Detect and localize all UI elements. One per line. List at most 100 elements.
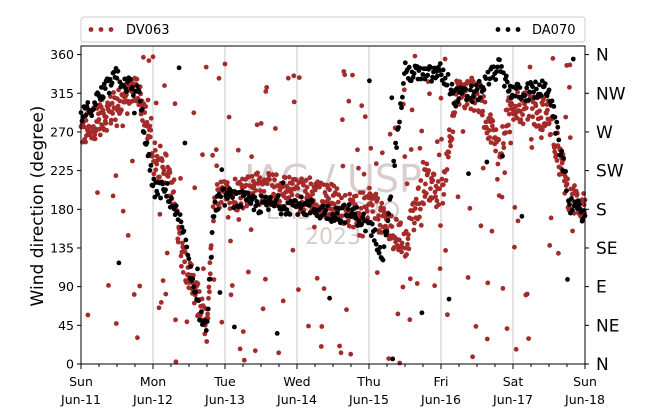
da070-point xyxy=(128,76,133,82)
dv063-point xyxy=(201,266,206,272)
dv063-point xyxy=(440,200,446,206)
dv063-point xyxy=(480,165,486,171)
da070-point xyxy=(325,203,331,209)
dv063-point xyxy=(513,346,519,352)
dv063-point xyxy=(117,98,123,104)
x-tick-date-label: Jun-14 xyxy=(276,392,317,407)
da070-point xyxy=(155,191,161,197)
dv063-point xyxy=(146,58,152,63)
dv063-point xyxy=(353,193,359,199)
dv063-point xyxy=(296,75,302,80)
da070-point xyxy=(114,75,120,81)
da070-point xyxy=(225,196,231,201)
dv063-point xyxy=(418,206,423,212)
dv063-point xyxy=(395,311,401,317)
dv063-point xyxy=(219,319,225,325)
dv063-point xyxy=(452,110,458,115)
dv063-point xyxy=(228,292,234,298)
compass-label: N xyxy=(596,355,609,375)
da070-point xyxy=(231,205,236,211)
compass-label: S xyxy=(596,200,607,220)
dv063-point xyxy=(83,118,89,123)
dv063-point xyxy=(548,131,553,137)
dv063-point xyxy=(108,117,114,123)
dv063-point xyxy=(564,181,570,187)
x-tick-day-label: Thu xyxy=(356,374,380,389)
da070-point xyxy=(454,86,460,91)
dv063-point xyxy=(527,64,533,70)
da070-point xyxy=(147,168,153,173)
da070-point xyxy=(205,306,211,312)
dv063-point xyxy=(515,89,520,95)
da070-point xyxy=(506,88,512,93)
da070-point xyxy=(500,153,505,159)
dv063-point xyxy=(158,300,164,305)
y-tick-label: 135 xyxy=(50,240,74,255)
da070-point xyxy=(484,159,490,165)
dv063-point xyxy=(443,178,449,183)
dv063-point xyxy=(421,201,426,207)
da070-point xyxy=(570,207,575,213)
dv063-point xyxy=(271,191,276,197)
dv063-point xyxy=(120,208,126,214)
dv063-point xyxy=(280,184,286,190)
da070-point xyxy=(554,119,560,125)
x-tick-day-label: Sat xyxy=(503,374,524,389)
da070-point xyxy=(284,207,290,213)
dv063-point xyxy=(493,127,499,133)
dv063-point xyxy=(547,243,553,248)
da070-point xyxy=(481,87,487,93)
dv063-point xyxy=(148,127,154,133)
dv063-point xyxy=(567,62,573,68)
dv063-point xyxy=(318,344,324,349)
dv063-point xyxy=(409,107,415,113)
dv063-point xyxy=(266,172,272,178)
da070-point xyxy=(173,203,179,209)
da070-point xyxy=(470,94,476,99)
dv063-point xyxy=(427,91,432,97)
dv063-point xyxy=(137,283,143,289)
dv063-point xyxy=(418,178,424,183)
da070-point xyxy=(106,90,112,96)
da070-point xyxy=(392,163,398,169)
dv063-point xyxy=(485,280,491,286)
da070-point xyxy=(354,205,360,210)
y-tick-label: 45 xyxy=(58,318,74,333)
dv063-point xyxy=(403,228,409,234)
da070-point xyxy=(346,202,352,208)
dv063-point xyxy=(530,114,536,120)
dv063-point xyxy=(484,336,490,342)
da070-point xyxy=(569,196,574,201)
da070-point xyxy=(468,87,473,93)
dv063-point xyxy=(340,117,345,123)
dv063-point xyxy=(276,350,282,356)
dv063-point xyxy=(130,158,135,164)
da070-point xyxy=(408,78,414,84)
da070-point xyxy=(417,65,423,71)
dv063-point xyxy=(342,72,348,78)
dv063-point xyxy=(147,134,153,140)
dv063-point xyxy=(178,176,183,181)
dv063-point xyxy=(303,177,309,183)
dv063-point xyxy=(412,53,418,59)
dv063-point xyxy=(419,128,425,134)
dv063-point xyxy=(179,263,184,269)
dv063-point xyxy=(241,357,247,363)
da070-point xyxy=(185,252,191,258)
da070-point xyxy=(280,180,286,186)
dv063-point xyxy=(81,124,87,130)
dv063-point xyxy=(310,191,315,197)
da070-point xyxy=(327,295,332,301)
dv063-point xyxy=(308,181,314,187)
da070-point xyxy=(553,130,559,136)
da070-point xyxy=(116,260,122,266)
compass-axis-labels: N NE E SE S SW W NW N xyxy=(585,46,626,375)
da070-point xyxy=(100,95,106,100)
da070-point xyxy=(522,93,528,99)
dv063-point xyxy=(441,192,447,197)
dv063-point xyxy=(331,201,337,207)
da070-point xyxy=(399,105,404,111)
da070-point xyxy=(384,229,390,235)
dv063-point xyxy=(362,114,368,120)
dv063-point xyxy=(478,223,484,229)
